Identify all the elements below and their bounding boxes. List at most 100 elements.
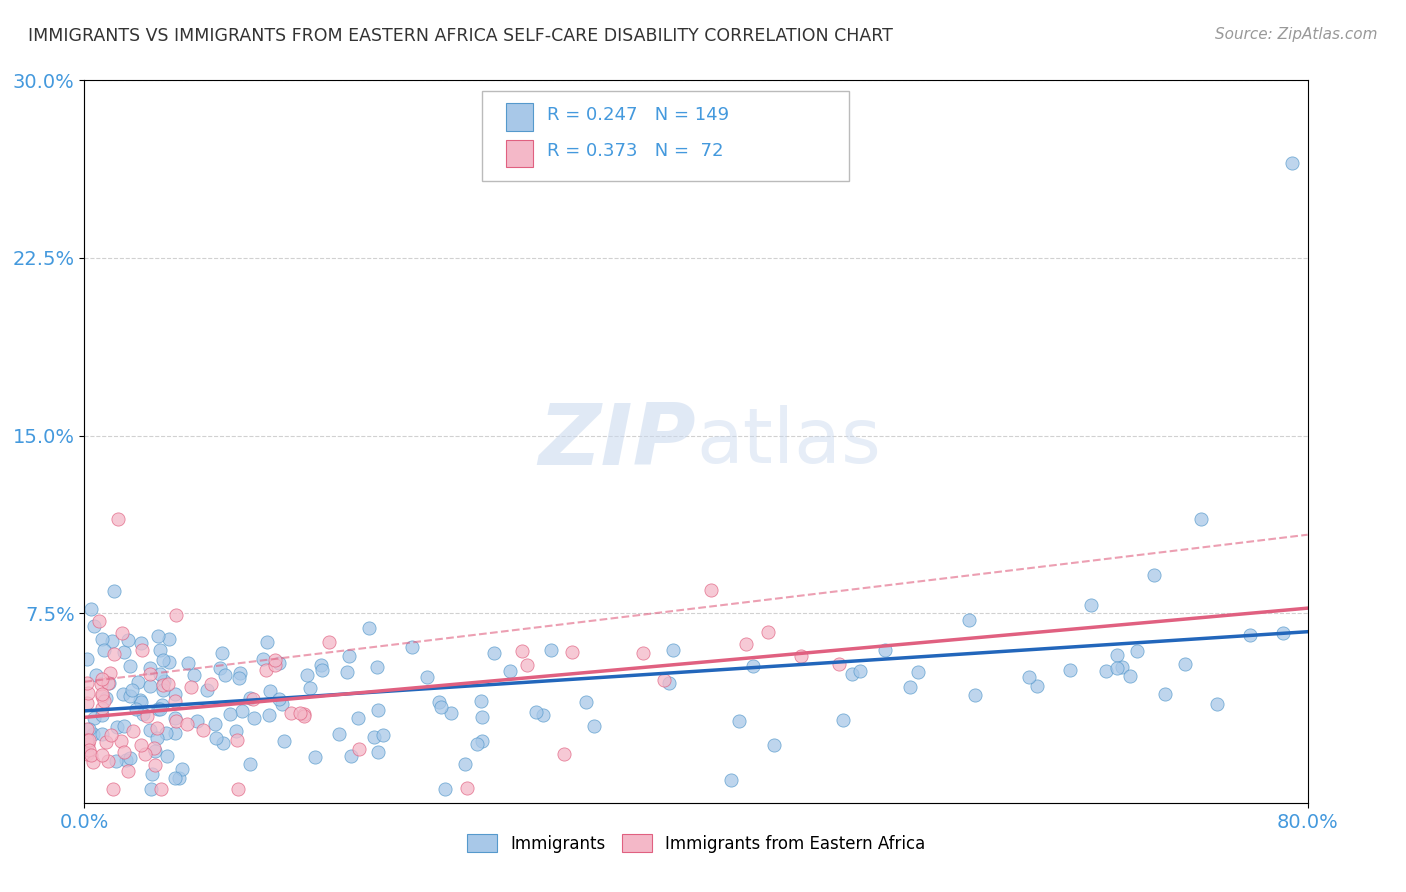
Point [200, 677, 222, 691]
Point [288, 706, 311, 720]
Point [471, 734, 494, 748]
Text: R = 0.373   N =  72: R = 0.373 N = 72 [547, 142, 723, 160]
Point [582, 719, 605, 733]
Point [143, 758, 166, 772]
Point [149, 702, 172, 716]
Point [131, 642, 153, 657]
Point [127, 675, 149, 690]
Point [318, 634, 340, 648]
Point [907, 665, 929, 680]
Point [1094, 664, 1116, 678]
Point [82, 727, 104, 741]
Point [165, 714, 187, 728]
Point [256, 634, 278, 648]
Point [957, 613, 980, 627]
Point [267, 656, 290, 670]
Point [363, 731, 385, 745]
Point [347, 711, 370, 725]
Point [148, 643, 170, 657]
Point [231, 704, 253, 718]
Point [295, 668, 318, 682]
Point [129, 693, 152, 707]
Point [1271, 625, 1294, 640]
Point [150, 698, 173, 712]
Point [367, 703, 389, 717]
Point [180, 680, 202, 694]
Point [118, 658, 141, 673]
Point [243, 710, 266, 724]
Point [662, 642, 685, 657]
Point [467, 737, 489, 751]
Point [1239, 627, 1261, 641]
Point [741, 658, 763, 673]
Point [242, 692, 264, 706]
Point [211, 647, 233, 661]
Point [149, 781, 172, 796]
Point [264, 653, 287, 667]
Point [298, 681, 321, 695]
Point [141, 781, 163, 796]
Point [292, 707, 315, 722]
Point [575, 695, 598, 709]
Point [136, 708, 159, 723]
Point [440, 706, 463, 720]
Point [256, 663, 278, 677]
Point [83, 619, 105, 633]
Point [1189, 511, 1212, 525]
Point [97, 676, 120, 690]
Point [152, 678, 174, 692]
Point [633, 646, 655, 660]
Point [1119, 669, 1142, 683]
Point [93, 694, 115, 708]
Point [1018, 670, 1040, 684]
Point [117, 764, 139, 779]
Point [97, 754, 120, 768]
Point [229, 666, 252, 681]
Point [90, 727, 112, 741]
Point [132, 707, 155, 722]
Point [146, 731, 169, 745]
Point [239, 757, 262, 772]
Point [183, 668, 205, 682]
Point [228, 671, 250, 685]
Text: R = 0.247   N = 149: R = 0.247 N = 149 [547, 106, 728, 124]
Point [115, 753, 138, 767]
Point [163, 694, 186, 708]
Point [163, 726, 186, 740]
Point [82, 755, 104, 769]
Point [90, 672, 112, 686]
Point [1154, 687, 1177, 701]
Point [763, 738, 786, 752]
FancyBboxPatch shape [482, 91, 849, 181]
Point [80, 747, 103, 762]
Point [658, 676, 681, 690]
Point [790, 648, 813, 663]
Point [149, 666, 172, 681]
Point [100, 728, 122, 742]
Point [1105, 660, 1128, 674]
Point [328, 727, 350, 741]
Point [76, 676, 98, 690]
Point [129, 738, 152, 752]
Point [1105, 648, 1128, 662]
Point [139, 679, 162, 693]
Point [155, 726, 177, 740]
Point [204, 716, 226, 731]
Point [1206, 698, 1229, 712]
Point [205, 731, 228, 745]
Point [120, 750, 142, 764]
Point [371, 728, 394, 742]
Point [157, 656, 180, 670]
Point [340, 749, 363, 764]
Point [499, 664, 522, 678]
Point [430, 699, 453, 714]
Point [84, 668, 107, 682]
Point [93, 643, 115, 657]
Point [97, 676, 120, 690]
Point [134, 747, 156, 761]
Point [561, 645, 583, 659]
Point [1143, 568, 1166, 582]
Point [103, 584, 125, 599]
Point [828, 657, 851, 671]
Point [226, 733, 249, 747]
